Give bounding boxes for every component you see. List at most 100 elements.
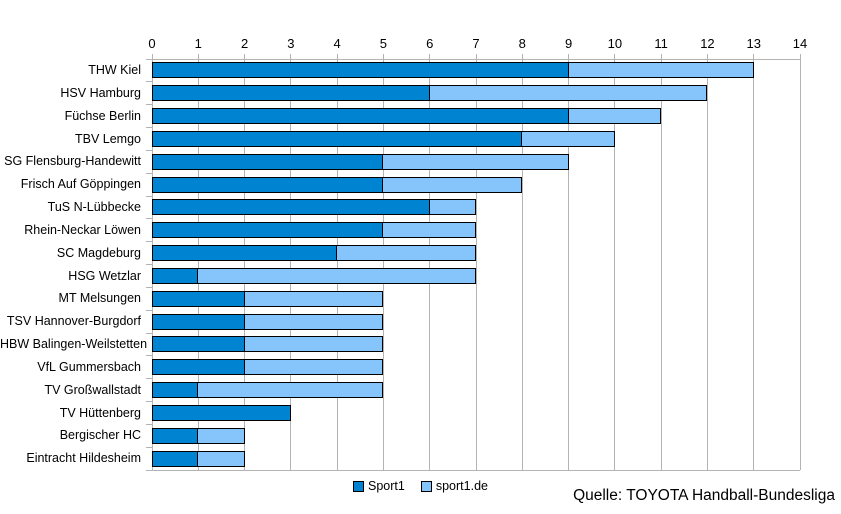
value-tick-label: 6 [426,36,434,51]
axis-tick [753,54,755,64]
category-axis-tick [146,195,152,197]
gridline [429,59,431,470]
category-axis-tick [146,58,152,60]
bar-segment-sport1.de [429,85,708,102]
value-tick-label: 8 [518,36,526,51]
legend-label: sport1.de [435,479,488,493]
plot-border-bottom [152,470,800,471]
bar-segment-sport1.de [198,450,245,467]
axis-tick [429,54,431,64]
category-label: SC Magdeburg [56,245,141,260]
gridline [706,59,708,470]
bar-segment-sport1.de [198,427,245,444]
legend-swatch [353,480,365,492]
bar-segment-sport1.de [244,313,384,330]
category-label: TSV Hannover-Burgdorf [6,314,141,329]
category-label: TBV Lemgo [74,131,141,146]
category-axis-tick [146,446,152,448]
category-axis-tick [146,81,152,83]
category-axis-tick [146,378,152,380]
legend-item: sport1.de [420,479,488,493]
category-label: MT Melsungen [58,291,141,306]
category-label: VfL Gummersbach [37,359,141,374]
bar-segment-sport1.de [383,222,476,239]
category-label: Eintracht Hildesheim [26,451,141,466]
bar-segment-sport1 [152,382,199,399]
bar-segment-sport1 [152,336,245,353]
bar-segment-sport1.de [568,62,754,79]
bar-segment-sport1.de [244,336,384,353]
value-tick-label: 4 [333,36,341,51]
value-tick-label: 12 [700,36,715,51]
value-tick-label: 7 [472,36,480,51]
category-label: HSG Wetzlar [68,268,141,283]
category-axis-tick [146,127,152,128]
bar-segment-sport1.de [383,176,523,193]
category-label: TV Hüttenberg [59,405,141,420]
value-tick-label: 3 [287,36,295,51]
axis-tick [568,54,570,64]
gridline [568,59,570,470]
category-axis-tick [146,286,152,288]
bar-segment-sport1.de [568,108,662,125]
category-axis-tick [146,218,152,220]
bar-segment-sport1 [152,427,199,444]
bar-segment-sport1 [152,404,291,421]
category-label: Frisch Auf Göppingen [20,177,141,192]
category-label: HSV Hamburg [60,85,141,100]
axis-tick [475,54,477,64]
gridline [521,59,523,470]
value-tick-label: 13 [746,36,761,51]
value-tick-label: 1 [194,36,202,51]
category-axis-tick [146,104,152,106]
category-axis-tick [146,423,152,425]
axis-tick [614,54,616,64]
bar-segment-sport1 [152,62,569,79]
gridline [336,59,338,470]
gridline [753,59,755,470]
category-axis-tick [146,401,152,402]
axis-tick [660,54,662,64]
value-tick-label: 14 [792,36,808,51]
bar-segment-sport1 [152,245,338,262]
value-tick-label: 2 [240,36,249,51]
category-axis-tick [146,332,152,334]
bar-segment-sport1 [152,222,384,239]
category-label: TV Großwallstadt [44,382,141,397]
axis-tick [197,54,199,64]
bar-segment-sport1 [152,153,384,170]
category-axis-tick [146,309,152,311]
bar-segment-sport1 [152,130,523,147]
category-axis-tick [146,149,152,151]
gridline [151,59,153,470]
bar-segment-sport1 [152,359,245,376]
axis-tick [382,54,384,64]
gridline [197,59,199,470]
legend-label: Sport1 [368,479,405,493]
value-tick-label: 10 [607,36,623,51]
bar-segment-sport1.de [198,382,384,399]
category-label: THW Kiel [88,63,141,77]
value-tick-label: 11 [654,36,668,51]
bar-segment-sport1 [152,450,199,467]
bar-segment-sport1.de [383,153,569,170]
bar-segment-sport1 [152,290,245,307]
value-tick-label: 5 [379,36,388,51]
bar-segment-sport1.de [522,130,615,147]
bar-segment-sport1 [152,267,199,284]
bar-segment-sport1.de [198,267,476,284]
gridline [614,59,616,470]
gridline [660,59,662,470]
bar-segment-sport1.de [429,199,476,216]
category-label: SG Flensburg-Handewitt [4,154,141,169]
category-label: Füchse Berlin [64,108,141,123]
bar-segment-sport1 [152,85,430,102]
axis-tick [244,54,246,64]
axis-tick [290,54,292,64]
axis-tick [336,54,338,64]
gridline [244,59,246,470]
value-tick-label: 0 [148,36,156,51]
category-axis-tick [146,172,152,174]
bar-segment-sport1 [152,176,384,193]
